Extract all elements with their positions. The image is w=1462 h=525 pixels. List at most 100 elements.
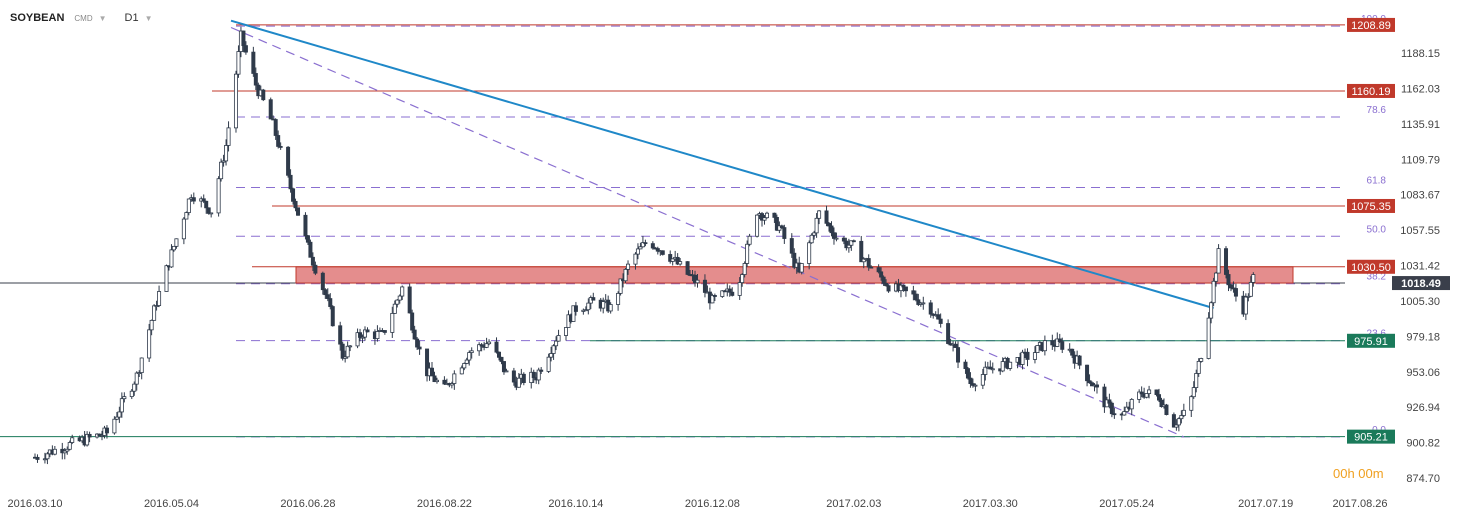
candle-body: [1194, 373, 1199, 388]
candle-body: [740, 274, 745, 284]
candle-body: [549, 353, 554, 358]
candle-body: [1020, 351, 1025, 365]
candle-body: [268, 99, 273, 120]
candle-body: [1179, 415, 1184, 420]
candle-body: [469, 350, 474, 353]
candle-body: [990, 368, 995, 371]
candle-body: [903, 286, 908, 292]
candle-body: [157, 291, 162, 306]
candle-body: [355, 332, 360, 347]
candle-body: [209, 212, 214, 215]
candle-body: [313, 264, 318, 274]
candle-body: [1196, 360, 1201, 374]
candle-body: [946, 323, 951, 344]
candle-body: [720, 290, 725, 297]
candle-body: [1164, 404, 1169, 415]
candle-body: [678, 261, 683, 265]
current-price-tag: [1392, 276, 1450, 291]
y-tick-label: 1083.67: [1400, 190, 1440, 202]
candle-body: [340, 343, 345, 359]
candle-body: [253, 73, 258, 86]
candle-body: [1199, 358, 1204, 362]
candle-body: [956, 347, 961, 363]
candle-body: [464, 359, 469, 364]
candle-body: [114, 416, 119, 420]
candle-body: [755, 214, 760, 237]
candle-body: [973, 384, 978, 387]
candle-body: [1000, 361, 1005, 372]
candle-body: [1147, 389, 1152, 394]
candle-body: [516, 377, 521, 388]
candle-body: [730, 291, 735, 296]
candle-body: [774, 217, 779, 231]
candle-body: [1035, 345, 1040, 353]
candle-body: [980, 374, 985, 386]
candle-body: [1159, 399, 1164, 408]
candle-body: [921, 302, 926, 305]
candle-body: [938, 318, 943, 324]
x-tick-label: 2017.08.26: [1332, 498, 1387, 510]
symbol-dropdown-icon[interactable]: ▼: [98, 13, 107, 23]
candle-body: [303, 214, 308, 237]
candle-body: [1226, 274, 1231, 286]
candle-body: [132, 383, 137, 392]
candle-body: [1050, 340, 1055, 346]
candle-body: [777, 225, 782, 231]
candle-body: [608, 304, 613, 312]
candle-body: [521, 373, 526, 384]
candle-body: [1090, 382, 1095, 387]
candle-body: [417, 346, 422, 350]
x-tick-label: 2017.02.03: [826, 498, 881, 510]
candle-body: [1139, 391, 1144, 395]
bar-countdown-timer: 00h 00m: [1333, 466, 1384, 481]
timeframe-label[interactable]: D1: [124, 12, 139, 24]
candle-body: [410, 312, 415, 331]
candle-body: [219, 161, 224, 180]
candle-body: [241, 30, 246, 47]
candle-body: [494, 341, 499, 353]
candle-body: [293, 200, 298, 209]
resistance-price-tag: [1347, 17, 1395, 32]
candle-body: [85, 433, 90, 446]
candle-body: [988, 366, 993, 370]
resistance-price-tag: [1347, 198, 1395, 213]
candle-body: [400, 286, 405, 297]
candle-body: [430, 367, 435, 377]
x-tick-label: 2016.10.14: [548, 498, 603, 510]
candle-body: [365, 329, 370, 333]
candle-body: [204, 200, 209, 209]
candle-body: [851, 240, 856, 243]
candle-body: [305, 235, 310, 243]
candle-body: [442, 379, 447, 385]
candle-body: [407, 286, 412, 314]
candle-body: [824, 210, 829, 224]
candle-body: [343, 356, 348, 359]
candle-body: [712, 295, 717, 297]
candle-body: [134, 372, 139, 385]
candle-body: [186, 198, 191, 213]
candle-body: [953, 343, 958, 348]
candles-layer: [33, 26, 1256, 465]
candle-body: [432, 375, 437, 383]
candle-body: [52, 448, 57, 455]
candle-body: [1070, 348, 1075, 356]
candle-body: [1008, 361, 1013, 369]
candle-body: [1243, 296, 1248, 315]
candle-body: [583, 309, 588, 312]
candle-body: [551, 345, 556, 354]
timeframe-dropdown-icon[interactable]: ▼: [144, 13, 153, 23]
candle-body: [1144, 393, 1149, 398]
candle-body: [762, 217, 767, 221]
candle-body: [866, 258, 871, 268]
candle-body: [181, 218, 186, 240]
x-tick-label: 2017.07.19: [1238, 498, 1293, 510]
candle-body: [1107, 399, 1112, 404]
candle-body: [626, 263, 631, 270]
candle-body: [901, 284, 906, 288]
x-tick-label: 2017.03.30: [963, 498, 1018, 510]
symbol-label[interactable]: SOYBEAN: [10, 12, 65, 24]
candle-body: [898, 284, 903, 292]
candle-body: [45, 453, 50, 460]
